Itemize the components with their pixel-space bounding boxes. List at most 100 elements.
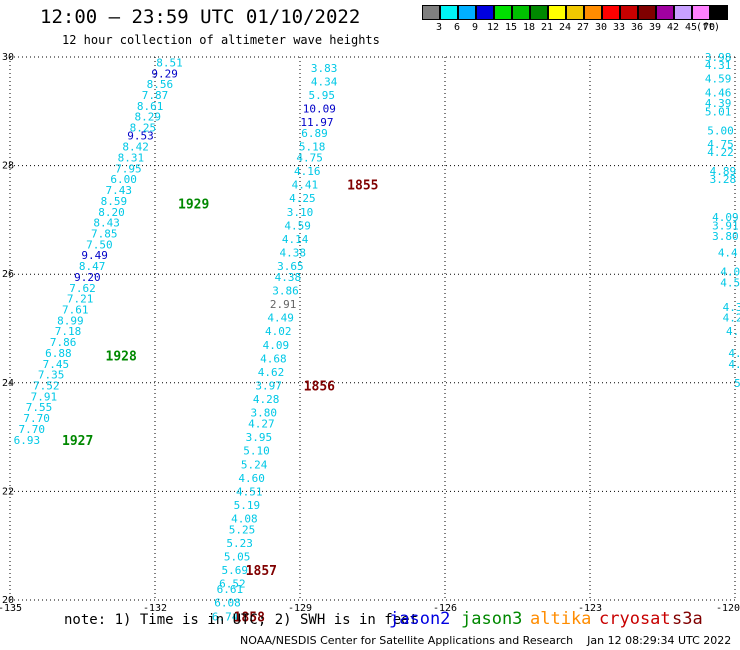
mission-label: jason2 (389, 609, 451, 629)
wave-height-value: 7.52 (33, 380, 60, 393)
wave-height-value: 8.59 (101, 195, 128, 208)
credit-line: NOAA/NESDIS Center for Satellite Applica… (240, 634, 732, 647)
map-title: 12:00 – 23:59 UTC 01/10/2022 (40, 6, 361, 28)
wave-height-value: 3.80 (712, 230, 739, 243)
wave-height-value: 3.28 (710, 173, 737, 186)
wave-height-value: 4.09 (712, 211, 739, 224)
wave-height-value: 7.61 (62, 303, 89, 316)
mission-label: cryosat (599, 609, 671, 629)
wave-height-value: 3.83 (311, 62, 338, 75)
legend-swatch (548, 5, 566, 20)
wave-height-value: 8.99 (57, 314, 84, 327)
wave-height-value: 7.70 (19, 423, 46, 436)
wave-height-value: 8.29 (135, 111, 162, 124)
wave-height-value: 4.39 (705, 97, 732, 110)
wave-height-value: 4.46 (705, 86, 732, 99)
legend-level-label: 45 (684, 22, 698, 33)
wave-height-value: 6.08 (214, 597, 241, 610)
wave-height-value: 9.49 (81, 249, 108, 262)
legend-level-label: 36 (630, 22, 644, 33)
wave-height-value: 3.86 (272, 284, 299, 297)
wave-height-value: 3.80 (251, 407, 278, 420)
wave-height-value: 5.69 (222, 564, 249, 577)
legend-level-label: 18 (522, 22, 536, 33)
wave-height-value: 4.16 (294, 165, 321, 178)
wave-height-value: 4.75 (707, 138, 734, 151)
wave-height-value: 8.31 (118, 151, 145, 164)
legend-level-label: 70 (702, 22, 716, 33)
wave-height-value: 7.21 (67, 293, 94, 306)
wave-height-value: 5.05 (224, 551, 251, 564)
observation-time-label: 1856 (304, 380, 335, 395)
wave-height-value: 5 (734, 377, 740, 390)
wave-height-value: 6.93 (14, 434, 41, 447)
grid-lines (9, 56, 736, 601)
wave-height-value: 5.24 (241, 458, 268, 471)
wave-height-value: 5.25 (229, 523, 256, 536)
wave-height-value: 4.49 (267, 312, 294, 325)
legend-swatch (566, 5, 584, 20)
wave-height-value: 11.97 (300, 116, 333, 129)
legend-level-label: 24 (558, 22, 572, 33)
wave-height-value: 4. (726, 325, 739, 338)
legend-swatch (692, 5, 710, 20)
wave-height-value: 4.89 (710, 165, 737, 178)
wave-height-value: 7.91 (31, 390, 58, 403)
wave-height-value: 7.18 (55, 325, 82, 338)
wave-height-value: 5.18 (299, 141, 326, 154)
wave-height-value: 4.09 (263, 339, 290, 352)
footer-note: note: 1) Time is in UTC; 2) SWH is in fe… (64, 612, 419, 628)
legend-swatch (710, 5, 728, 20)
lat-tick-label: 28 (2, 161, 14, 172)
lon-tick-label: -135 (0, 603, 22, 614)
wave-height-value: 8.20 (98, 206, 125, 219)
wave-height-value: 4.59 (284, 219, 311, 232)
wave-height-value: 6.52 (219, 578, 246, 591)
wave-height-value: 7.95 (115, 162, 142, 175)
wave-height-value: 5.19 (234, 499, 261, 512)
wave-height-value: 8.47 (79, 260, 106, 273)
lat-tick-label: 30 (2, 52, 14, 63)
wave-height-value: 4.14 (282, 233, 309, 246)
wave-height-value: 6.89 (301, 127, 328, 140)
legend-swatch (530, 5, 548, 20)
wave-height-value: 4. (728, 358, 740, 371)
track-middle: 3.834.345.9510.0911.976.895.184.754.164.… (212, 62, 379, 625)
wave-height-value: 6.88 (45, 347, 72, 360)
wave-height-value: 4.34 (311, 75, 338, 88)
wave-height-value: 9.20 (74, 271, 101, 284)
legend-level-label: 15 (504, 22, 518, 33)
track-west: 8.519.298.567.878.618.298.259.538.428.31… (14, 56, 210, 448)
wave-height-value: 3.91 (712, 219, 739, 232)
wave-height-value: 4.08 (231, 513, 258, 526)
wave-height-value: 4.2 (723, 312, 740, 325)
lon-tick-label: -123 (578, 603, 602, 614)
mission-label: s3a (672, 609, 703, 629)
wave-height-value: 4.51 (236, 485, 263, 498)
wave-height-value: 4.59 (705, 73, 732, 86)
legend-level-label: 9 (471, 22, 479, 33)
legend-swatch (512, 5, 530, 20)
wave-height-value: 4.5 (720, 276, 740, 289)
wave-height-value: 3.97 (255, 380, 282, 393)
legend-level-label: 30 (594, 22, 608, 33)
wave-height-value: 5.00 (707, 124, 734, 137)
observation-time-label: 1858 (234, 610, 265, 625)
mission-label: altika (530, 609, 592, 629)
track-east: 3.984.314.594.464.395.01 5.004.754.22 4.89… (705, 51, 740, 390)
observation-time-label: 1855 (347, 179, 378, 194)
wave-height-value: 3.10 (287, 206, 314, 219)
wave-height-value: 4.41 (292, 179, 319, 192)
legend-level-label: 42 (666, 22, 680, 33)
wave-height-value: 8.56 (147, 78, 174, 91)
wave-height-value: 5.01 (705, 105, 732, 118)
legend-level-label: 3 (435, 22, 443, 33)
legend-swatch (620, 5, 638, 20)
wave-height-value: 9.53 (127, 130, 154, 143)
wave-height-value: 7.70 (23, 412, 50, 425)
wave-height-value: 8.43 (93, 217, 120, 230)
wave-height-value: 7.62 (69, 282, 96, 295)
legend-swatch (602, 5, 620, 20)
wave-height-value: 4.27 (248, 418, 275, 431)
